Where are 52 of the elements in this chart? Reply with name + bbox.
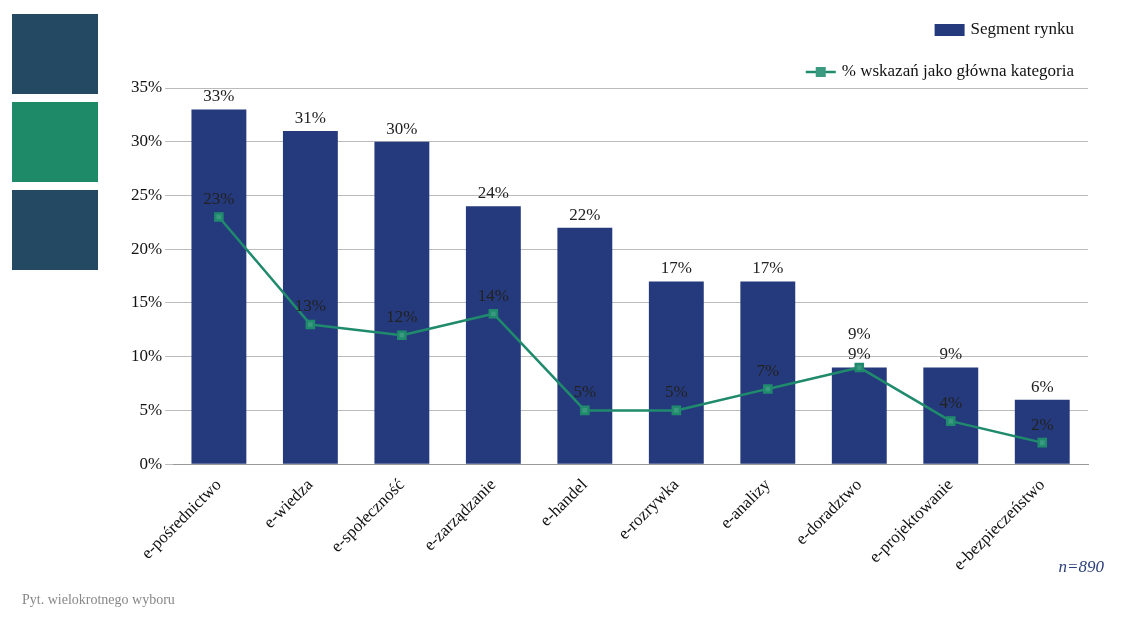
bar (1014, 399, 1070, 464)
point (488, 308, 499, 319)
data-label: 17% (752, 258, 784, 278)
data-label: 13% (294, 296, 326, 316)
data-label: 4% (939, 393, 963, 413)
data-label: 9% (847, 344, 871, 364)
data-label: 9% (847, 324, 871, 344)
data-label: 22% (569, 204, 601, 224)
y-tick-label: 10% (130, 346, 163, 366)
bar (282, 130, 338, 464)
text: n=890 (1058, 557, 1105, 577)
data-label: 9% (939, 344, 963, 364)
data-label: 30% (386, 118, 418, 138)
bar (923, 367, 979, 464)
bar (831, 367, 887, 464)
point (1037, 437, 1048, 448)
bar (557, 227, 613, 464)
bar (374, 141, 430, 464)
data-label: 24% (477, 183, 509, 203)
data-label: 5% (573, 382, 597, 402)
legend-label: Segment rynku (970, 19, 1075, 39)
data-label: 23% (203, 188, 235, 208)
point (945, 416, 956, 426)
data-label: 2% (1030, 414, 1054, 434)
data-label: 14% (477, 285, 509, 305)
point (763, 384, 773, 394)
data-label: 5% (664, 382, 688, 402)
y-tick-label: 35% (130, 77, 163, 97)
y-tick-label: 30% (130, 131, 163, 151)
bar (191, 109, 247, 464)
bar (740, 281, 796, 464)
data-label: 12% (386, 307, 418, 327)
y-tick-label: 5% (139, 399, 163, 419)
bar (465, 206, 521, 464)
legend-label: % wskazań jako główna kategoria (841, 61, 1075, 81)
point (854, 362, 865, 373)
y-tick-label: 15% (130, 292, 163, 312)
data-label: 6% (1030, 376, 1054, 396)
data-label: 31% (294, 107, 326, 127)
data-label: 33% (203, 86, 235, 106)
point (397, 330, 407, 340)
data-label: 7% (756, 360, 780, 380)
bar (648, 281, 704, 464)
y-tick-label: 20% (130, 238, 163, 258)
point (671, 405, 682, 416)
y-tick-label: 0% (139, 453, 163, 473)
data-label: 17% (660, 258, 692, 278)
point (214, 212, 224, 222)
y-tick-label: 25% (130, 184, 163, 204)
point (580, 405, 590, 416)
text: Pyt. wielokrotnego wyboru (22, 591, 175, 607)
point (305, 319, 316, 330)
